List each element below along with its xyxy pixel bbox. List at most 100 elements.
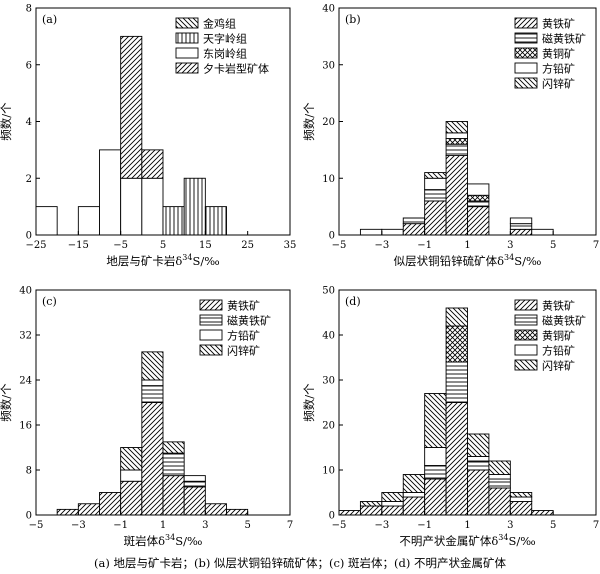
x-tick-label: 7	[287, 520, 293, 531]
figure-caption: (a) 地层与矿卡岩；(b) 似层状铜铅锌硫矿体；(c) 斑岩体；(d) 不明产…	[94, 556, 507, 570]
bar-segment-黄铁矿--5	[338, 510, 361, 516]
legend-label: 闪锌矿	[542, 359, 575, 373]
bar-segment-方铅矿-3	[509, 217, 533, 225]
legend-swatch	[514, 32, 538, 44]
y-tick-label: 50	[322, 286, 335, 297]
legend-swatch	[199, 329, 223, 341]
x-tick-label: 35	[284, 240, 297, 251]
bar-segment-黄铁矿-3	[204, 503, 227, 516]
y-tick-label: 40	[322, 4, 335, 15]
bar-segment-闪锌矿--1	[120, 447, 143, 471]
bar-segment-闪锌矿-3	[509, 492, 533, 498]
bar-segment-黄铁矿-3	[509, 228, 533, 236]
bar-segment-方铅矿--1	[424, 177, 447, 191]
bar-segment-闪锌矿-1	[467, 433, 490, 457]
bar-segment-黄铜矿-0	[445, 325, 468, 363]
bar-segment-磁黄铁矿--1	[424, 465, 447, 480]
legend-label: 黄铁矿	[542, 17, 575, 31]
legend-label: 天字岭组	[203, 32, 247, 46]
bar-segment-黄铜矿-1	[467, 194, 490, 202]
legend-swatch	[199, 344, 223, 356]
panel-label: (a)	[42, 13, 57, 26]
x-tick-label: −5	[113, 240, 128, 251]
bar-segment-磁黄铁矿-1	[162, 452, 185, 477]
bar-segment-方铅矿-1	[467, 183, 490, 196]
y-tick-label: 24	[19, 376, 32, 387]
panel-label: (c)	[42, 295, 57, 308]
panel-a: −25 −15 −5 5 15 25 35 0 2 4 6 8 (a) 地层与矿卡岩δ34S/‰ 频数/个 金…	[0, 4, 296, 269]
y-axis-title: 频数/个	[0, 102, 13, 141]
x-tick-label: 1	[464, 520, 470, 531]
panel-label: (d)	[345, 295, 361, 308]
bar-segment-黄铁矿-1	[162, 475, 185, 516]
bar-segment-磁黄铁矿--2	[402, 217, 426, 225]
bar-segment-方铅矿-4	[531, 228, 554, 236]
bar-segment-黄铁矿-1	[467, 469, 490, 516]
bar-segment-方铅矿--1	[120, 469, 143, 482]
x-tick-label: 3	[507, 520, 513, 531]
bar-segment-黄铁矿--4	[359, 505, 383, 516]
bar-segment-磁黄铁矿--1	[424, 189, 447, 202]
bar-segment-东岗岭组--10	[99, 149, 122, 236]
bar-segment-闪锌矿--1	[424, 393, 447, 448]
legend-swatch	[175, 62, 199, 74]
y-tick-label: 0	[26, 231, 32, 242]
bar-segment-方铅矿--2	[402, 492, 426, 498]
bar-segment-黄铁矿-3	[509, 501, 533, 516]
bar-segment-夕卡岩型矿体-0	[141, 149, 164, 179]
bar-segment-黄铁矿--1	[424, 478, 447, 516]
x-axis-title: 斑岩体δ34S/‰	[124, 533, 203, 548]
legend-swatch	[199, 314, 223, 326]
legend-label: 磁黄铁矿	[542, 32, 586, 46]
x-tick-label: −5	[29, 520, 44, 531]
x-tick-label: 1	[160, 520, 166, 531]
x-tick-label: −1	[417, 240, 432, 251]
bar-segment-闪锌矿--1	[424, 172, 447, 179]
bar-segment-闪锌矿-0	[445, 121, 468, 134]
bar-segment-磁黄铁矿-2	[488, 478, 511, 489]
x-tick-label: −3	[374, 520, 389, 531]
legend-label: 东岗岭组	[203, 47, 247, 61]
bar-segment-磁黄铁矿-1	[467, 460, 490, 471]
legend-label: 夕卡岩型矿体	[203, 62, 269, 76]
bar-segment-黄铁矿--1	[120, 480, 143, 516]
y-tick-label: 6	[26, 60, 32, 71]
legend-label: 磁黄铁矿	[542, 314, 586, 328]
bar-segment-方铅矿-0	[445, 132, 468, 139]
y-tick-label: 10	[322, 466, 335, 477]
bar-segment-黄铁矿-2	[488, 487, 511, 516]
bar-segment-闪锌矿--4	[359, 501, 383, 507]
bar-segment-黄铁矿-0	[141, 402, 164, 516]
bar-segment-闪锌矿--3	[381, 492, 404, 502]
x-tick-label: −5	[332, 240, 347, 251]
legend-label: 方铅矿	[542, 62, 575, 76]
bar-segment-黄铁矿--4	[56, 508, 79, 516]
y-tick-label: 8	[26, 466, 32, 477]
panel-c: −5 −3 −1 1 3 5 7 0 8 16 24 32 40 (c) 斑岩体δ34S/‰ 频数/个 黄铁矿磁…	[0, 286, 293, 549]
legend-swatch	[514, 62, 538, 74]
bar-segment-东岗岭组--15	[77, 206, 100, 236]
x-tick-label: 5	[550, 240, 556, 251]
x-tick-label: 3	[202, 520, 208, 531]
legend-label: 磁黄铁矿	[227, 314, 271, 328]
bar-segment-黄铁矿-4	[531, 510, 554, 516]
legend-swatch	[514, 314, 538, 326]
legend-swatch	[199, 299, 223, 311]
bar-segment-磁黄铁矿-0	[445, 361, 468, 403]
bar-segment-黄铁矿--3	[381, 505, 404, 516]
panel-b: −5 −3 −1 1 3 5 7 0 10 20 30 40 (b) 似层状铜铅锌硫矿体δ34S/‰ 频数/…	[302, 4, 599, 269]
y-tick-label: 30	[322, 60, 335, 71]
y-tick-label: 16	[19, 421, 32, 432]
y-axis-title: 频数/个	[302, 102, 316, 141]
bar-segment-黄铁矿--3	[77, 503, 100, 516]
bar-segment-闪锌矿-1	[162, 441, 185, 454]
bar-segment-磁黄铁矿-0	[445, 143, 468, 156]
bar-segment-黄铁矿-1	[467, 206, 490, 236]
y-tick-label: 20	[322, 421, 335, 432]
bar-segment-闪锌矿-0	[141, 351, 164, 381]
y-tick-label: 2	[26, 174, 32, 185]
x-tick-label: −1	[417, 520, 432, 531]
y-axis-title: 频数/个	[302, 383, 316, 422]
legend-swatch	[175, 47, 199, 59]
